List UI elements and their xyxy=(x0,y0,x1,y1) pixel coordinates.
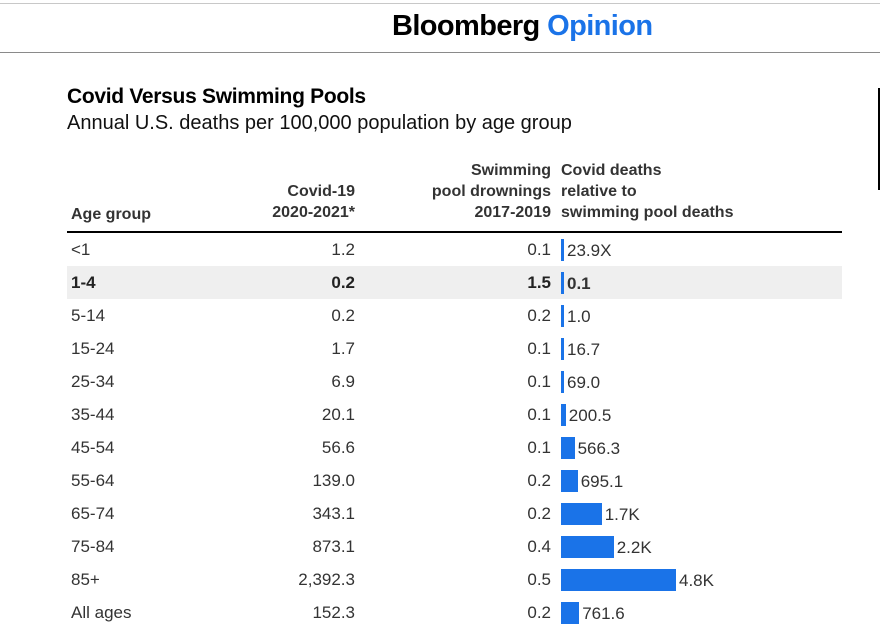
age-group-cell: 55-64 xyxy=(71,471,115,490)
brand-name: Bloomberg xyxy=(392,10,540,42)
table-row: 55-64 139.0 0.2 695.1 xyxy=(67,464,842,497)
age-group-cell: 65-74 xyxy=(71,504,115,523)
header-rule xyxy=(0,52,880,53)
age-group-cell: 1-4 xyxy=(71,273,96,292)
covid-deaths-cell: 343.1 xyxy=(312,504,355,523)
ratio-label: 69.0 xyxy=(567,373,601,392)
right-rule xyxy=(878,88,880,190)
table-row: All ages 152.3 0.2 761.6 xyxy=(67,596,842,629)
table-row: 35-44 20.1 0.1 200.5 xyxy=(67,398,842,431)
column-header-pool-drownings: Swimming pool drownings 2017-2019 xyxy=(431,162,551,221)
age-group-cell: All ages xyxy=(71,603,132,622)
ratio-bar xyxy=(561,338,564,360)
age-group-cell: 35-44 xyxy=(71,405,115,424)
brand-section: Opinion xyxy=(547,10,653,42)
covid-deaths-cell: 139.0 xyxy=(312,471,355,490)
pool-drownings-cell: 0.4 xyxy=(527,537,551,556)
pool-drownings-cell: 0.1 xyxy=(527,240,551,259)
covid-deaths-cell: 56.6 xyxy=(321,438,355,457)
ratio-label: 0.1 xyxy=(567,274,591,293)
table-row: 65-74 343.1 0.2 1.7K xyxy=(67,497,842,530)
ratio-bar xyxy=(561,602,580,624)
table-row: 25-34 6.9 0.1 69.0 xyxy=(67,365,842,398)
ratio-bar xyxy=(561,239,564,261)
ratio-bar xyxy=(561,404,566,426)
ratio-label: 200.5 xyxy=(568,406,612,425)
ratio-bar xyxy=(561,437,575,459)
covid-deaths-cell: 1.7 xyxy=(331,339,355,358)
covid-deaths-cell: 152.3 xyxy=(312,603,355,622)
ratio-label: 1.7K xyxy=(604,505,640,524)
brand-logo[interactable]: Bloomberg Opinion xyxy=(392,9,653,43)
pool-drownings-cell: 1.5 xyxy=(527,273,551,292)
column-header-ratio: Covid deaths relative to swimming pool d… xyxy=(561,162,734,221)
header-divider xyxy=(67,231,842,233)
table-row: 45-54 56.6 0.1 566.3 xyxy=(67,431,842,464)
ratio-bar xyxy=(561,503,602,525)
pool-drownings-cell: 0.5 xyxy=(527,570,551,589)
pool-drownings-cell: 0.2 xyxy=(527,603,551,622)
ratio-label: 2.2K xyxy=(616,538,652,557)
ratio-bar xyxy=(561,536,614,558)
pool-drownings-cell: 0.1 xyxy=(527,372,551,391)
table-row: <1 1.2 0.1 23.9X xyxy=(67,233,842,266)
ratio-label: 695.1 xyxy=(580,472,624,491)
ratio-bar xyxy=(561,470,578,492)
age-group-cell: 25-34 xyxy=(71,372,115,391)
pool-drownings-cell: 0.2 xyxy=(527,306,551,325)
table-row: 5-14 0.2 0.2 1.0 xyxy=(67,299,842,332)
pool-drownings-cell: 0.1 xyxy=(527,438,551,457)
ratio-label: 1.0 xyxy=(567,307,591,326)
age-group-cell: 5-14 xyxy=(71,306,106,325)
table-row: 1-4 0.2 1.5 0.1 xyxy=(67,266,842,299)
covid-deaths-cell: 6.9 xyxy=(331,372,355,391)
column-header-age-group: Age group xyxy=(71,206,151,223)
covid-deaths-cell: 1.2 xyxy=(331,240,355,259)
covid-deaths-cell: 873.1 xyxy=(312,537,355,556)
pool-drownings-cell: 0.2 xyxy=(527,471,551,490)
covid-deaths-cell: 20.1 xyxy=(321,405,355,424)
covid-deaths-cell: 0.2 xyxy=(331,273,355,292)
age-group-cell: 85+ xyxy=(71,570,100,589)
table-row: 75-84 873.1 0.4 2.2K xyxy=(67,530,842,563)
pool-drownings-cell: 0.2 xyxy=(527,504,551,523)
age-group-cell: <1 xyxy=(71,240,91,259)
covid-deaths-cell: 2,392.3 xyxy=(298,570,355,589)
pool-drownings-cell: 0.1 xyxy=(527,405,551,424)
ratio-label: 566.3 xyxy=(577,439,621,458)
ratio-label: 761.6 xyxy=(582,604,625,623)
age-group-cell: 15-24 xyxy=(71,339,115,358)
covid-deaths-cell: 0.2 xyxy=(331,306,355,325)
pool-drownings-cell: 0.1 xyxy=(527,339,551,358)
ratio-bar xyxy=(561,305,564,327)
ratio-label: 4.8K xyxy=(679,571,714,590)
table-row: 15-24 1.7 0.1 16.7 xyxy=(67,332,842,365)
table-row: 85+ 2,392.3 0.5 4.8K xyxy=(67,563,842,596)
age-group-cell: 45-54 xyxy=(71,438,115,457)
ratio-label: 23.9X xyxy=(567,241,612,260)
column-header-covid-deaths: Covid-19 2020-2021* xyxy=(272,183,355,221)
age-group-cell: 75-84 xyxy=(71,537,115,556)
ratio-bar xyxy=(561,569,676,591)
chart-subtitle: Annual U.S. deaths per 100,000 populatio… xyxy=(67,112,572,134)
ratio-label: 16.7 xyxy=(567,340,601,359)
top-rule xyxy=(0,3,880,4)
chart-title: Covid Versus Swimming Pools xyxy=(67,85,366,108)
ratio-bar xyxy=(561,371,564,393)
ratio-bar xyxy=(561,272,564,294)
